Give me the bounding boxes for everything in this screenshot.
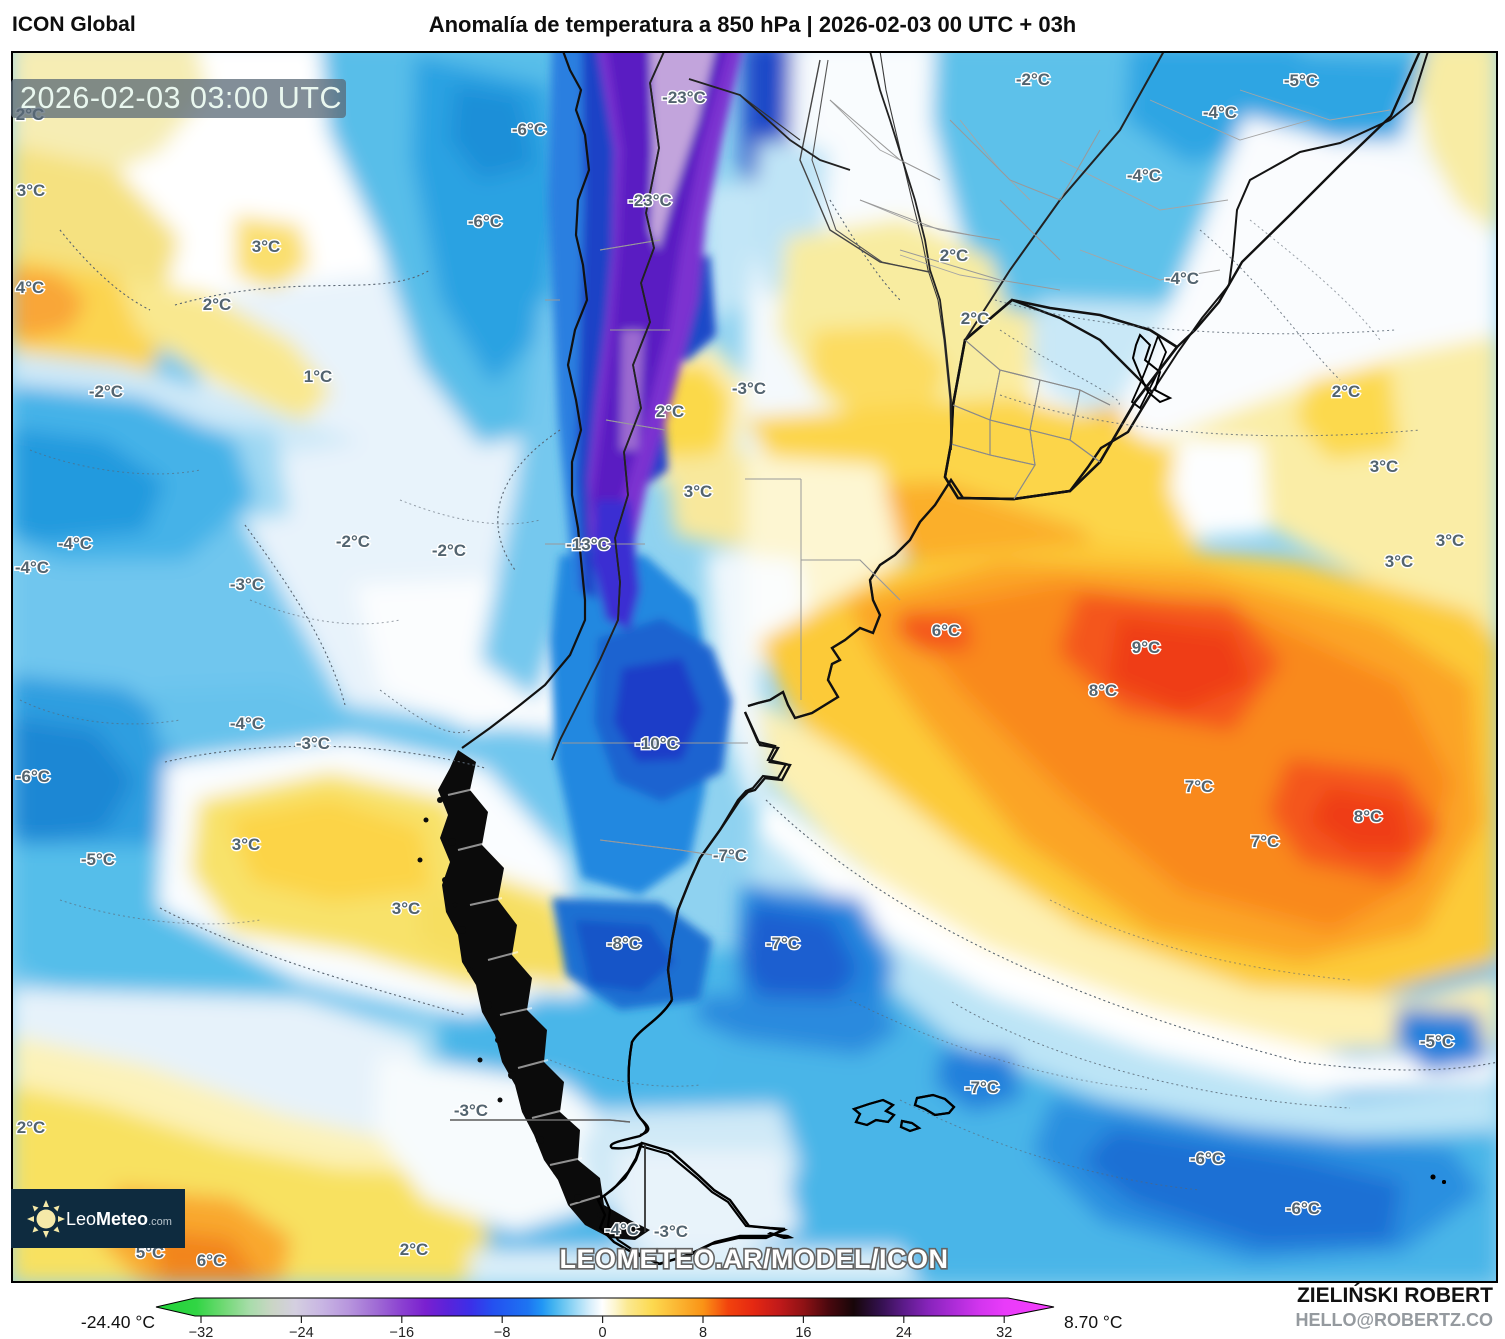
- svg-text:6°C: 6°C: [197, 1251, 226, 1270]
- svg-text:-23°C: -23°C: [628, 191, 672, 210]
- svg-text:-13°C: -13°C: [566, 535, 610, 554]
- svg-text:2°C: 2°C: [17, 1118, 46, 1137]
- svg-text:-4°C: -4°C: [605, 1220, 639, 1239]
- svg-text:2°C: 2°C: [940, 246, 969, 265]
- svg-text:3°C: 3°C: [1370, 457, 1399, 476]
- svg-text:2°C: 2°C: [1332, 382, 1361, 401]
- svg-text:6°C: 6°C: [932, 621, 961, 640]
- svg-text:-2°C: -2°C: [1016, 70, 1050, 89]
- svg-text:2°C: 2°C: [656, 402, 685, 421]
- svg-text:-7°C: -7°C: [965, 1078, 999, 1097]
- svg-text:-10°C: -10°C: [635, 734, 679, 753]
- svg-text:-4°C: -4°C: [58, 534, 92, 553]
- svg-text:0: 0: [599, 1325, 607, 1339]
- svg-text:3°C: 3°C: [684, 482, 713, 501]
- svg-text:3°C: 3°C: [232, 835, 261, 854]
- svg-text:-7°C: -7°C: [766, 934, 800, 953]
- svg-text:7°C: 7°C: [1251, 832, 1280, 851]
- svg-text:9°C: 9°C: [1132, 638, 1161, 657]
- svg-text:-5°C: -5°C: [1420, 1032, 1454, 1051]
- svg-text:-4°C: -4°C: [15, 558, 49, 577]
- svg-text:7°C: 7°C: [1185, 777, 1214, 796]
- svg-text:16: 16: [795, 1325, 811, 1339]
- svg-text:LEOMETEO.AR/MODEL/ICON: LEOMETEO.AR/MODEL/ICON: [560, 1244, 949, 1274]
- svg-text:2°C: 2°C: [961, 309, 990, 328]
- svg-text:-3°C: -3°C: [732, 379, 766, 398]
- svg-text:3°C: 3°C: [252, 237, 281, 256]
- svg-text:-3°C: -3°C: [230, 575, 264, 594]
- svg-text:-6°C: -6°C: [1286, 1199, 1320, 1218]
- svg-text:3°C: 3°C: [1436, 531, 1465, 550]
- svg-text:-4°C: -4°C: [1165, 269, 1199, 288]
- svg-text:-24.40 °C: -24.40 °C: [81, 1312, 155, 1332]
- svg-text:8°C: 8°C: [1089, 681, 1118, 700]
- svg-text:-5°C: -5°C: [81, 850, 115, 869]
- svg-text:-2°C: -2°C: [89, 382, 123, 401]
- svg-text:-3°C: -3°C: [454, 1101, 488, 1120]
- svg-text:−16: −16: [389, 1325, 414, 1339]
- svg-text:1°C: 1°C: [304, 367, 333, 386]
- svg-text:-7°C: -7°C: [713, 846, 747, 865]
- svg-text:-6°C: -6°C: [1190, 1149, 1224, 1168]
- svg-text:-3°C: -3°C: [296, 734, 330, 753]
- svg-text:2°C: 2°C: [203, 295, 232, 314]
- svg-text:8.70 °C: 8.70 °C: [1064, 1312, 1123, 1332]
- svg-text:-4°C: -4°C: [1203, 103, 1237, 122]
- svg-text:-3°C: -3°C: [654, 1222, 688, 1241]
- svg-text:-6°C: -6°C: [16, 767, 50, 786]
- svg-text:3°C: 3°C: [392, 899, 421, 918]
- svg-text:4°C: 4°C: [16, 278, 45, 297]
- svg-text:-4°C: -4°C: [1127, 166, 1161, 185]
- svg-text:−32: −32: [189, 1325, 214, 1339]
- svg-text:-2°C: -2°C: [336, 532, 370, 551]
- svg-text:−24: −24: [289, 1325, 314, 1339]
- svg-text:-23°C: -23°C: [662, 88, 706, 107]
- svg-text:-6°C: -6°C: [468, 212, 502, 231]
- svg-text:−8: −8: [494, 1325, 511, 1339]
- svg-text:3°C: 3°C: [17, 181, 46, 200]
- svg-text:8: 8: [699, 1325, 707, 1339]
- svg-text:8°C: 8°C: [1354, 807, 1383, 826]
- svg-text:24: 24: [896, 1325, 912, 1339]
- svg-text:-4°C: -4°C: [230, 714, 264, 733]
- svg-text:3°C: 3°C: [1385, 552, 1414, 571]
- svg-text:-6°C: -6°C: [512, 120, 546, 139]
- svg-text:-5°C: -5°C: [1284, 71, 1318, 90]
- svg-text:-8°C: -8°C: [607, 934, 641, 953]
- svg-text:-2°C: -2°C: [432, 541, 466, 560]
- svg-text:32: 32: [996, 1325, 1012, 1339]
- svg-text:2°C: 2°C: [400, 1240, 429, 1259]
